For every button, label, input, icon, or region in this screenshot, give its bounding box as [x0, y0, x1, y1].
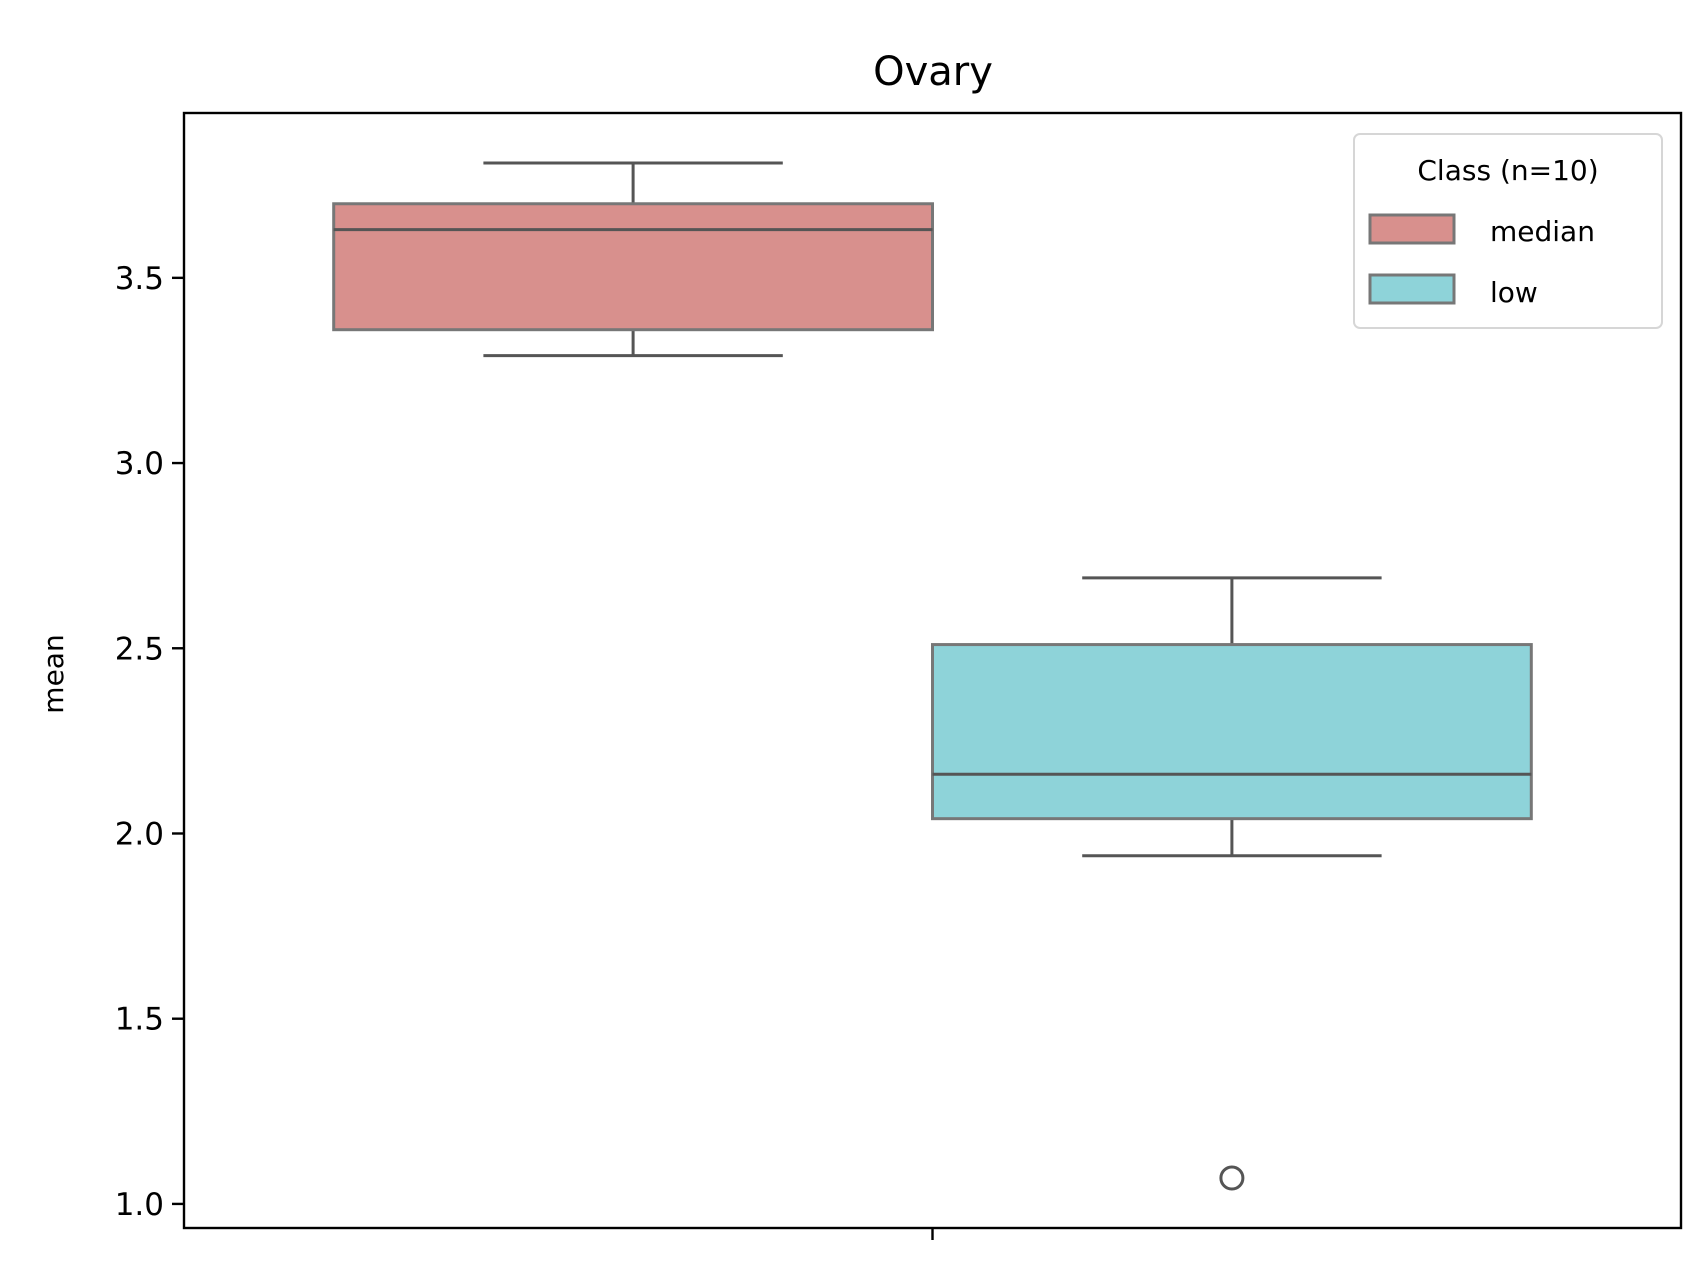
- legend-label-median: median: [1490, 215, 1595, 248]
- outlier-point: [1219, 1165, 1245, 1191]
- y-tick-label: 3.5: [115, 261, 164, 297]
- y-axis-label: mean: [37, 634, 70, 713]
- y-tick-label: 3.0: [115, 446, 164, 482]
- y-tick-label: 2.0: [115, 816, 164, 852]
- legend-title: Class (n=10): [1417, 154, 1598, 187]
- plot-area: 1.0 1.5 2.0 2.5 3.0 3.5: [115, 111, 1683, 1240]
- y-tick-label: 1.5: [115, 1002, 164, 1038]
- legend: Class (n=10) median low: [1353, 133, 1663, 329]
- chart-title: Ovary: [873, 49, 993, 95]
- legend-swatch-low: [1368, 273, 1456, 305]
- box-median: [332, 202, 934, 332]
- box-low: [931, 643, 1533, 821]
- y-tick-label: 2.5: [115, 631, 164, 667]
- legend-label-low: low: [1490, 276, 1538, 309]
- y-tick-label: 1.0: [115, 1187, 164, 1223]
- legend-swatch-median: [1368, 213, 1456, 245]
